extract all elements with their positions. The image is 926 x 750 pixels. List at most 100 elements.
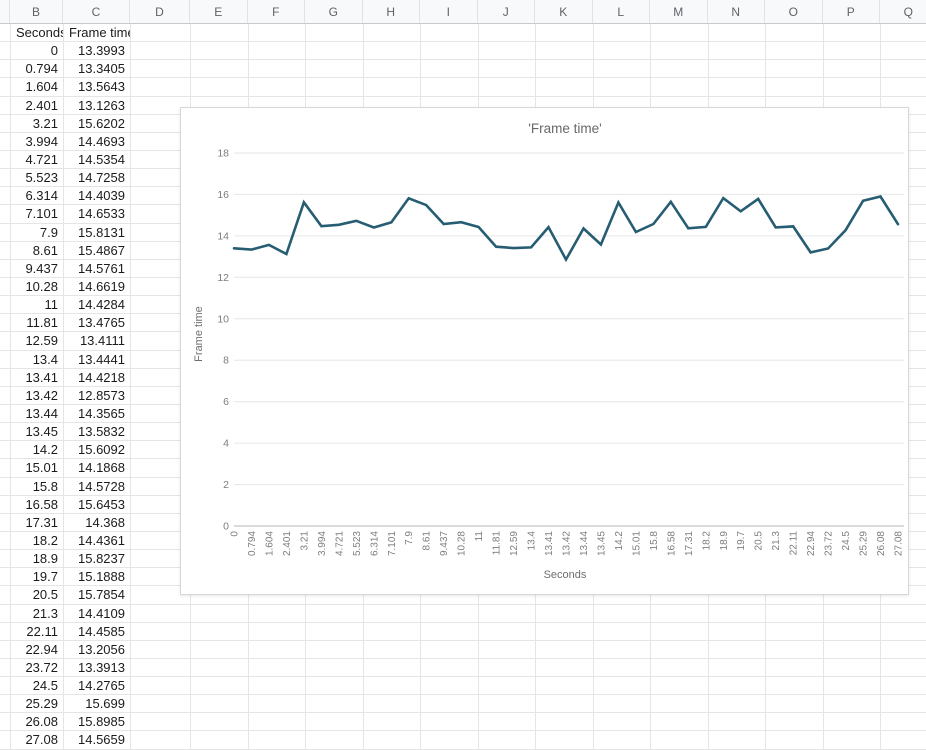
cell-I4[interactable] <box>421 78 479 97</box>
column-header-L[interactable]: L <box>593 0 650 23</box>
cell-C10[interactable]: 14.4039 <box>64 187 131 206</box>
cell-M40[interactable] <box>651 731 709 750</box>
column-header-F[interactable]: F <box>248 0 305 23</box>
cell-C5[interactable]: 13.1263 <box>64 96 131 115</box>
cell-D5[interactable] <box>131 96 191 115</box>
cell-H40[interactable] <box>363 731 421 750</box>
cell-K40[interactable] <box>536 731 594 750</box>
cell-Q32[interactable] <box>881 586 926 605</box>
cell-M36[interactable] <box>651 658 709 678</box>
column-header-O[interactable]: O <box>765 0 823 23</box>
cell-B40[interactable]: 27.08 <box>11 731 64 750</box>
cell-O4[interactable] <box>766 78 824 97</box>
cell-M3[interactable] <box>651 60 709 79</box>
cell-K33[interactable] <box>536 604 594 623</box>
cell-C33[interactable]: 14.4109 <box>64 604 131 623</box>
cell-C31[interactable]: 15.1888 <box>64 568 131 587</box>
cell-P36[interactable] <box>823 658 881 678</box>
cell-I1[interactable] <box>421 24 479 43</box>
cell-P2[interactable] <box>823 42 881 61</box>
cell-B2[interactable]: 0 <box>11 42 64 61</box>
cell-Q40[interactable] <box>881 731 926 750</box>
cell-H36[interactable] <box>363 658 421 678</box>
cell-B19[interactable]: 13.4 <box>11 350 64 369</box>
cell-J36[interactable] <box>478 658 536 678</box>
cell-L32[interactable] <box>593 586 651 605</box>
cell-B31[interactable]: 19.7 <box>11 568 64 587</box>
cell-B34[interactable]: 22.11 <box>11 622 64 641</box>
cell-C16[interactable]: 14.4284 <box>64 296 131 315</box>
cell-E4[interactable] <box>191 78 249 97</box>
column-header-H[interactable]: H <box>363 0 420 23</box>
cell-L37[interactable] <box>593 677 651 696</box>
cell-P32[interactable] <box>823 586 881 605</box>
cell-H1[interactable] <box>363 24 421 43</box>
cell-E34[interactable] <box>191 622 249 641</box>
cell-B36[interactable]: 23.72 <box>11 658 64 678</box>
cell-C34[interactable]: 14.4585 <box>64 622 131 641</box>
cell-L34[interactable] <box>593 622 651 641</box>
cell-G40[interactable] <box>306 731 364 750</box>
cell-C2[interactable]: 13.3993 <box>64 42 131 61</box>
cell-L4[interactable] <box>593 78 651 97</box>
cell-F40[interactable] <box>248 731 306 750</box>
cell-M2[interactable] <box>651 42 709 61</box>
column-header-N[interactable]: N <box>708 0 765 23</box>
cell-I32[interactable] <box>421 586 479 605</box>
cell-B6[interactable]: 3.21 <box>11 114 64 133</box>
cell-L3[interactable] <box>593 60 651 79</box>
cell-C36[interactable]: 13.3913 <box>64 658 131 678</box>
cell-B23[interactable]: 13.45 <box>11 423 64 442</box>
column-header-J[interactable]: J <box>478 0 535 23</box>
column-header-C[interactable]: C <box>63 0 130 23</box>
cell-Q2[interactable] <box>881 42 926 61</box>
cell-Q33[interactable] <box>881 605 926 623</box>
cell-J33[interactable] <box>478 604 536 623</box>
chart-panel[interactable]: 0 2 4 6 8 10 12 14 16 18 0 0.794 1.604 2.401 3.21 3.99… <box>180 107 909 595</box>
cell-G38[interactable] <box>306 695 364 714</box>
cell-G3[interactable] <box>306 60 364 79</box>
cell-C32[interactable]: 15.7854 <box>64 586 131 605</box>
cell-E33[interactable] <box>191 604 249 623</box>
cell-K2[interactable] <box>536 42 594 61</box>
cell-K36[interactable] <box>536 658 594 678</box>
cell-K34[interactable] <box>536 622 594 641</box>
cell-Q39[interactable] <box>881 713 926 732</box>
cell-B35[interactable]: 22.94 <box>11 640 64 659</box>
cell-F35[interactable] <box>248 640 306 659</box>
cell-O34[interactable] <box>766 622 824 641</box>
cell-B32[interactable]: 20.5 <box>11 586 64 605</box>
cell-C4[interactable]: 13.5643 <box>64 78 131 97</box>
cell-D37[interactable] <box>131 677 191 696</box>
cell-N36[interactable] <box>708 658 766 678</box>
cell-B20[interactable]: 13.41 <box>11 368 64 387</box>
cell-C38[interactable]: 15.699 <box>64 695 131 714</box>
cell-B37[interactable]: 24.5 <box>11 677 64 696</box>
cell-B10[interactable]: 6.314 <box>11 187 64 206</box>
cell-D32[interactable] <box>131 586 191 605</box>
cell-Q4[interactable] <box>881 78 926 97</box>
cell-B5[interactable]: 2.401 <box>11 96 64 115</box>
cell-L1[interactable] <box>593 24 651 43</box>
cell-J4[interactable] <box>478 78 536 97</box>
cell-L39[interactable] <box>593 713 651 732</box>
cell-I3[interactable] <box>421 60 479 79</box>
cell-Q34[interactable] <box>881 623 926 641</box>
cell-J34[interactable] <box>478 622 536 641</box>
cell-C19[interactable]: 13.4441 <box>64 350 131 369</box>
cell-O36[interactable] <box>766 658 824 678</box>
cell-C25[interactable]: 14.1868 <box>64 459 131 478</box>
cell-G35[interactable] <box>306 640 364 659</box>
cell-I2[interactable] <box>421 42 479 61</box>
cell-L35[interactable] <box>593 640 651 659</box>
cell-C7[interactable]: 14.4693 <box>64 132 131 151</box>
cell-G33[interactable] <box>306 604 364 623</box>
cell-E35[interactable] <box>191 640 249 659</box>
cell-I37[interactable] <box>421 677 479 696</box>
cell-K35[interactable] <box>536 640 594 659</box>
cell-D40[interactable] <box>131 731 191 750</box>
cell-B25[interactable]: 15.01 <box>11 459 64 478</box>
cell-B12[interactable]: 7.9 <box>11 223 64 242</box>
cell-B28[interactable]: 17.31 <box>11 513 64 532</box>
cell-N35[interactable] <box>708 640 766 659</box>
